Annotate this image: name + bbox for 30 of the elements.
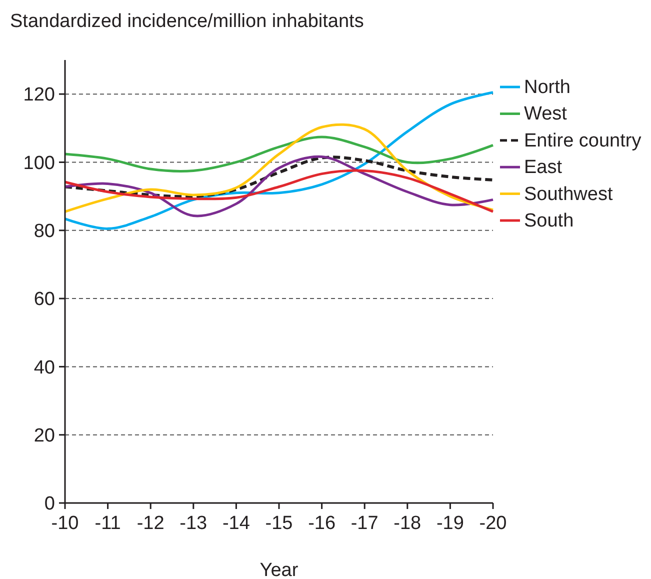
y-tick-label: 100: [23, 152, 55, 174]
legend-label: East: [524, 157, 563, 178]
x-tick-label: -17: [350, 513, 378, 534]
y-tick-label: 60: [34, 289, 55, 310]
x-tick-label: -14: [222, 513, 250, 534]
legend-label: North: [524, 77, 570, 98]
y-tick-label: 80: [34, 221, 55, 242]
y-tick-label: 0: [44, 494, 55, 515]
line-series: [64, 155, 494, 218]
x-tick-label: -12: [136, 513, 164, 534]
legend-label: Southwest: [524, 184, 614, 205]
legend-label: West: [524, 104, 568, 125]
x-axis-title: Year: [260, 560, 299, 579]
chart-title: Standardized incidence/million inhabitants: [10, 11, 364, 32]
y-tick-label: 40: [34, 357, 55, 378]
legend-label: Entire country: [524, 130, 642, 152]
line-series: [64, 169, 494, 213]
y-tick-label: 120: [23, 84, 55, 106]
x-tick-label: -20: [479, 513, 507, 534]
x-tick-label: -16: [308, 513, 336, 534]
x-tick-label: -13: [180, 513, 208, 534]
x-tick-label: -15: [265, 513, 293, 534]
line-series: [64, 136, 494, 172]
y-tick-label: 20: [34, 425, 55, 446]
line-series: [64, 91, 494, 230]
x-tick-label: -10: [51, 513, 79, 534]
legend-label: South: [524, 210, 574, 232]
x-tick-label: -18: [394, 513, 422, 534]
x-tick-label: -19: [436, 513, 464, 534]
x-tick-label: -11: [94, 513, 121, 534]
